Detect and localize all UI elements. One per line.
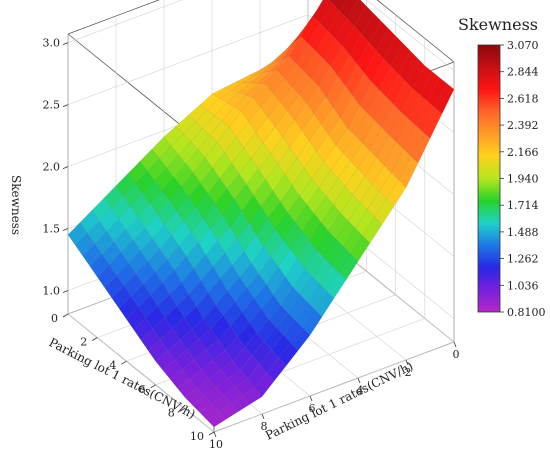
- x-tick-label: 6: [139, 383, 146, 396]
- z-tick-mark: [62, 166, 69, 169]
- z-tick-label: 3.0: [43, 37, 61, 50]
- colorbar-tick-label: 2.618: [507, 92, 539, 105]
- grid-line: [67, 0, 455, 71]
- y-tick-label: 0: [453, 348, 460, 361]
- colorbar-ticks: 3.070 2.844 2.618 2.392 2.166 1.940 1.714 1.488…: [500, 39, 546, 319]
- frame-edge: [376, 0, 455, 63]
- grid-line: [213, 341, 455, 433]
- colorbar-tick-label: 3.070: [507, 39, 539, 52]
- colorbar-tick-label: 0.8100: [507, 306, 546, 319]
- y-tick-label: 8: [261, 420, 268, 433]
- z-tick-label: 2.0: [43, 161, 61, 174]
- x-tick-mark: [121, 360, 127, 365]
- y-tick-mark: [405, 359, 409, 366]
- x-tick-label: 2: [80, 336, 87, 349]
- x-tick-label: 10: [190, 430, 204, 443]
- y-tick-mark: [261, 413, 265, 420]
- colorbar-tick-label: 1.262: [507, 253, 539, 266]
- y-tick-mark: [453, 341, 457, 348]
- x-axis-ticks: 0 2 4 6 8 10: [51, 312, 215, 443]
- colorbar-tick-label: 1.714: [507, 199, 539, 212]
- y-tick-label: 2: [405, 366, 412, 379]
- colorbar-bar: [477, 44, 501, 313]
- z-tick-mark: [62, 104, 69, 107]
- y-tick-label: 4: [357, 384, 364, 397]
- surface-mesh: [67, 0, 455, 428]
- grid-line: [67, 313, 215, 433]
- x-tick-label: 0: [51, 312, 58, 325]
- y-tick-mark: [309, 395, 313, 402]
- y-axis-ticks: 0 2 4 6 8 10: [209, 341, 460, 451]
- colorbar-tick-label: 1.036: [507, 279, 539, 292]
- colorbar-tick-label: 2.844: [507, 66, 539, 79]
- z-tick-mark: [62, 228, 69, 231]
- x-tick-mark: [208, 431, 215, 436]
- colorbar-tick-label: 1.488: [507, 226, 539, 239]
- colorbar-tick-label: 1.940: [507, 173, 539, 186]
- z-tick-label: 2.5: [43, 99, 61, 112]
- z-axis-ticks: 1.0 1.5 2.0 2.5 3.0: [43, 37, 69, 297]
- x-tick-mark: [150, 384, 156, 389]
- z-axis-label: Skewness: [9, 175, 23, 235]
- y-axis-label: Parking lot 1 rates(CNV/h): [263, 359, 415, 443]
- x-tick-mark: [91, 337, 98, 341]
- x-tick-label: 4: [109, 359, 116, 372]
- z-tick-label: 1.5: [43, 223, 61, 236]
- colorbar-tick-label: 2.392: [507, 119, 539, 132]
- x-tick-mark: [179, 408, 186, 412]
- x-tick-label: 8: [168, 406, 175, 419]
- z-tick-mark: [62, 290, 69, 293]
- colorbar-tick-label: 2.166: [507, 146, 539, 159]
- y-tick-mark: [357, 377, 361, 384]
- y-tick-label: 10: [209, 438, 223, 451]
- x-tick-mark: [62, 313, 69, 318]
- z-tick-mark: [62, 42, 69, 46]
- surface-facet: [206, 411, 227, 428]
- frame-edge: [67, 0, 160, 35]
- colorbar-title: Skewness: [458, 15, 538, 34]
- y-tick-mark: [213, 431, 217, 438]
- y-tick-label: 6: [309, 402, 316, 415]
- z-tick-label: 1.0: [43, 284, 61, 297]
